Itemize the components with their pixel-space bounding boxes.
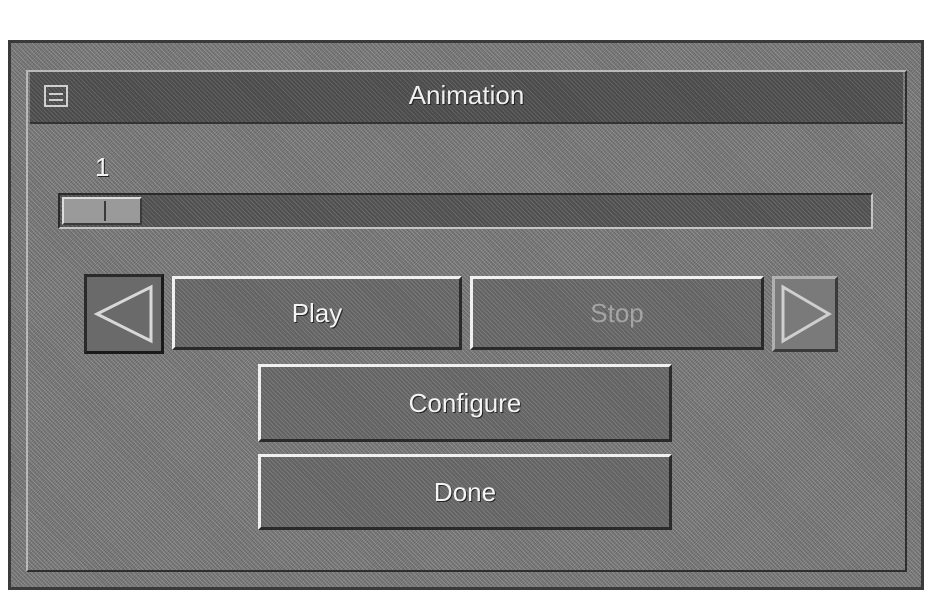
frame-slider[interactable] bbox=[58, 193, 873, 229]
title-bar[interactable]: Animation bbox=[30, 72, 903, 124]
window-frame bbox=[26, 70, 907, 572]
slider-value-label: 1 bbox=[95, 152, 110, 182]
animation-window bbox=[8, 40, 924, 590]
slider-thumb[interactable] bbox=[62, 197, 142, 225]
done-button[interactable]: Done bbox=[258, 454, 672, 530]
window-title: Animation bbox=[408, 80, 525, 110]
step-forward-button[interactable] bbox=[772, 276, 838, 352]
step-back-button[interactable] bbox=[84, 274, 164, 354]
stop-button[interactable]: Stop bbox=[470, 276, 764, 350]
window-menu-icon[interactable] bbox=[44, 85, 68, 107]
step-forward-arrow-icon bbox=[781, 284, 832, 344]
play-button[interactable]: Play bbox=[172, 276, 462, 350]
configure-button[interactable]: Configure bbox=[258, 364, 672, 442]
step-back-arrow-icon bbox=[93, 284, 153, 344]
